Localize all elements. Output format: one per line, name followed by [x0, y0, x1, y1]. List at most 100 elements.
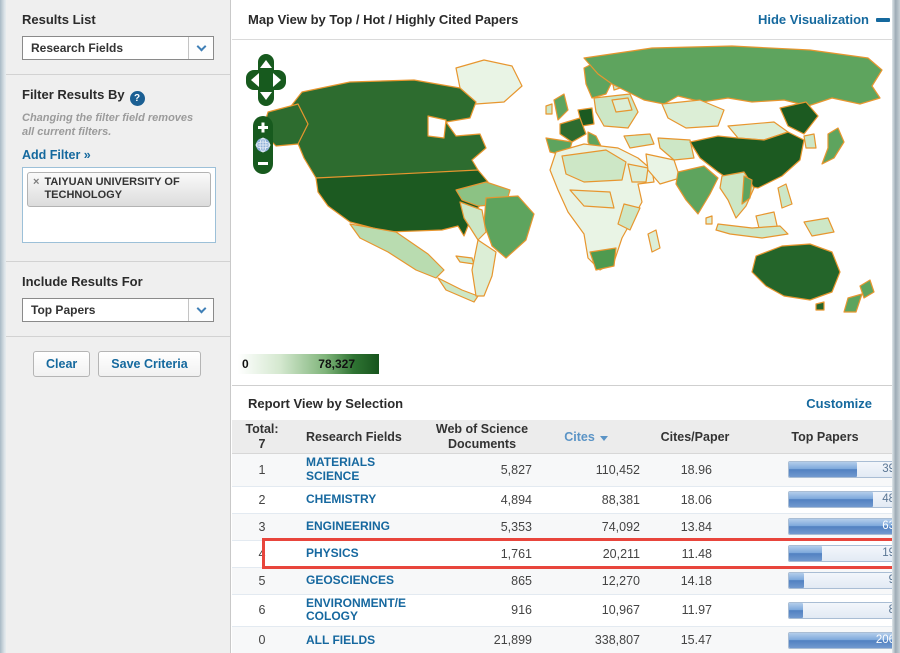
map-pan-control[interactable] [246, 54, 286, 111]
sidebar: Results List Research Fields Filter Resu… [0, 0, 231, 653]
cites-value: 88,381 [601, 492, 640, 507]
vertical-scrollbar[interactable] [892, 0, 900, 653]
research-field-link[interactable]: ENGINEERING [306, 519, 391, 534]
wos-documents-value: 21,899 [493, 633, 532, 648]
top-papers-bar: 19 [788, 545, 892, 563]
map-region-north-america[interactable] [261, 59, 523, 303]
top-papers-value: 8 [888, 603, 892, 616]
cites-per-paper-value: 18.06 [680, 492, 712, 507]
wos-documents-value: 865 [511, 573, 532, 588]
top-papers-value: 9 [888, 574, 892, 587]
map-header: Map View by Top / Hot / Highly Cited Pap… [232, 0, 900, 40]
filter-box: × TAIYUAN UNIVERSITY OF TECHNOLOGY [22, 166, 216, 243]
help-icon[interactable]: ? [129, 91, 145, 106]
top-papers-bar: 9 [788, 572, 892, 590]
research-field-link[interactable]: ENVIRONMENT/ECOLOGY [306, 595, 407, 624]
clear-button[interactable]: Clear [33, 350, 91, 377]
zoom-in-icon [258, 122, 268, 133]
column-cites-sort[interactable]: Cites [532, 430, 640, 444]
main-panel: Map View by Top / Hot / Highly Cited Pap… [232, 0, 900, 653]
filter-section: Filter Results By? Changing the filter f… [0, 75, 230, 262]
wos-documents-value: 916 [511, 603, 532, 618]
cites-value: 338,807 [594, 633, 640, 648]
top-papers-value: 39 [882, 463, 892, 476]
row-rank: 1 [258, 462, 266, 477]
world-map[interactable] [232, 40, 900, 352]
results-list-dropdown[interactable]: Research Fields [22, 36, 214, 60]
cites-value: 10,967 [601, 603, 640, 618]
table-row: 5 GEOSCIENCES 865 12,270 14.18 9 [232, 567, 900, 595]
research-field-link[interactable]: ALL FIELDS [306, 632, 376, 647]
customize-link[interactable]: Customize [806, 395, 872, 411]
table-row: 2 CHEMISTRY 4,894 88,381 18.06 48 [232, 487, 900, 514]
hide-visualization-link[interactable]: Hide Visualization [758, 12, 890, 27]
column-top-papers: Top Papers [791, 429, 859, 444]
top-papers-bar: 63 [788, 518, 892, 536]
map-zoom-control[interactable] [253, 116, 273, 179]
legend-max-value: 78,327 [318, 357, 355, 371]
table-row: 1 MATERIALS SCIENCE 5,827 110,452 18.96 39 [232, 454, 900, 487]
research-field-link[interactable]: MATERIALS SCIENCE [306, 455, 376, 483]
sort-arrow-icon [599, 435, 608, 441]
top-papers-bar: 206 [788, 631, 892, 649]
legend-gradient-bar: 0 78,327 [238, 354, 379, 374]
chevron-down-icon [188, 298, 213, 321]
top-papers-bar: 8 [788, 601, 892, 619]
top-papers-value: 19 [882, 547, 892, 560]
sidebar-buttons: Clear Save Criteria [0, 337, 230, 391]
results-list-title: Results List [22, 12, 96, 27]
research-field-link[interactable]: PHYSICS [306, 546, 359, 561]
remove-filter-icon[interactable]: × [33, 175, 40, 188]
cites-per-paper-value: 13.84 [680, 519, 712, 534]
cites-per-paper-value: 11.48 [681, 546, 712, 561]
row-rank: 0 [258, 633, 266, 648]
cites-value: 12,270 [601, 573, 640, 588]
top-papers-value: 206 [875, 633, 892, 646]
globe-icon [255, 137, 271, 153]
row-rank: 6 [258, 603, 266, 618]
table-row: 6 ENVIRONMENT/ECOLOGY 916 10,967 11.97 8 [232, 595, 900, 628]
report-view-title: Report View by Selection [248, 395, 404, 411]
top-papers-bar: 39 [788, 461, 892, 479]
cites-per-paper-value: 11.97 [681, 603, 712, 618]
map-region-asia[interactable] [583, 45, 883, 239]
map-region-south-america[interactable] [455, 181, 535, 297]
cites-value: 20,211 [602, 546, 640, 561]
results-list-section: Results List Research Fields [0, 0, 230, 75]
report-table-body: 1 MATERIALS SCIENCE 5,827 110,452 18.96 39 2 CH… [232, 454, 900, 653]
table-row: 0 ALL FIELDS 21,899 338,807 15.47 206 [232, 627, 900, 653]
map-legend: 0 78,327 [238, 354, 900, 374]
table-header-row: Total: 7 Research Fields Web of Science Do… [232, 420, 900, 454]
research-field-link[interactable]: GEOSCIENCES [306, 573, 395, 588]
wos-documents-value: 5,827 [500, 462, 532, 477]
legend-min-value: 0 [242, 357, 249, 371]
map-region-oceania[interactable] [751, 243, 875, 313]
save-criteria-button[interactable]: Save Criteria [98, 350, 201, 377]
column-cites-per-paper: Cites/Paper [660, 429, 730, 444]
cites-per-paper-value: 18.96 [680, 462, 712, 477]
column-total: Total: 7 [245, 421, 279, 451]
cites-per-paper-value: 15.47 [680, 633, 712, 648]
top-papers-value: 48 [882, 493, 892, 506]
table-row: 3 ENGINEERING 5,353 74,092 13.84 63 [232, 513, 900, 541]
map-section: 0 78,327 [232, 40, 900, 386]
map-view-title: Map View by Top / Hot / Highly Cited Pap… [248, 12, 519, 27]
research-field-link[interactable]: CHEMISTRY [306, 492, 377, 507]
filter-tag[interactable]: × TAIYUAN UNIVERSITY OF TECHNOLOGY [27, 171, 211, 207]
cites-value: 74,092 [601, 519, 640, 534]
row-rank: 4 [258, 546, 266, 561]
include-results-dropdown[interactable]: Top Papers [22, 297, 214, 322]
top-papers-value: 63 [882, 520, 892, 533]
row-rank: 5 [258, 573, 266, 588]
results-list-selected: Research Fields [31, 41, 124, 55]
cites-per-paper-value: 14.18 [680, 573, 712, 588]
include-results-title: Include Results For [22, 273, 143, 289]
map-region-africa[interactable] [549, 143, 661, 271]
top-papers-bar: 48 [788, 491, 892, 509]
wos-documents-value: 5,353 [500, 519, 532, 534]
add-filter-link[interactable]: Add Filter » [22, 147, 91, 162]
filter-note: Changing the filter field removes all cu… [22, 112, 194, 138]
column-wos-documents: Web of Science Documents [435, 421, 529, 451]
minus-icon [876, 17, 890, 22]
window-edge-strip [0, 0, 6, 653]
